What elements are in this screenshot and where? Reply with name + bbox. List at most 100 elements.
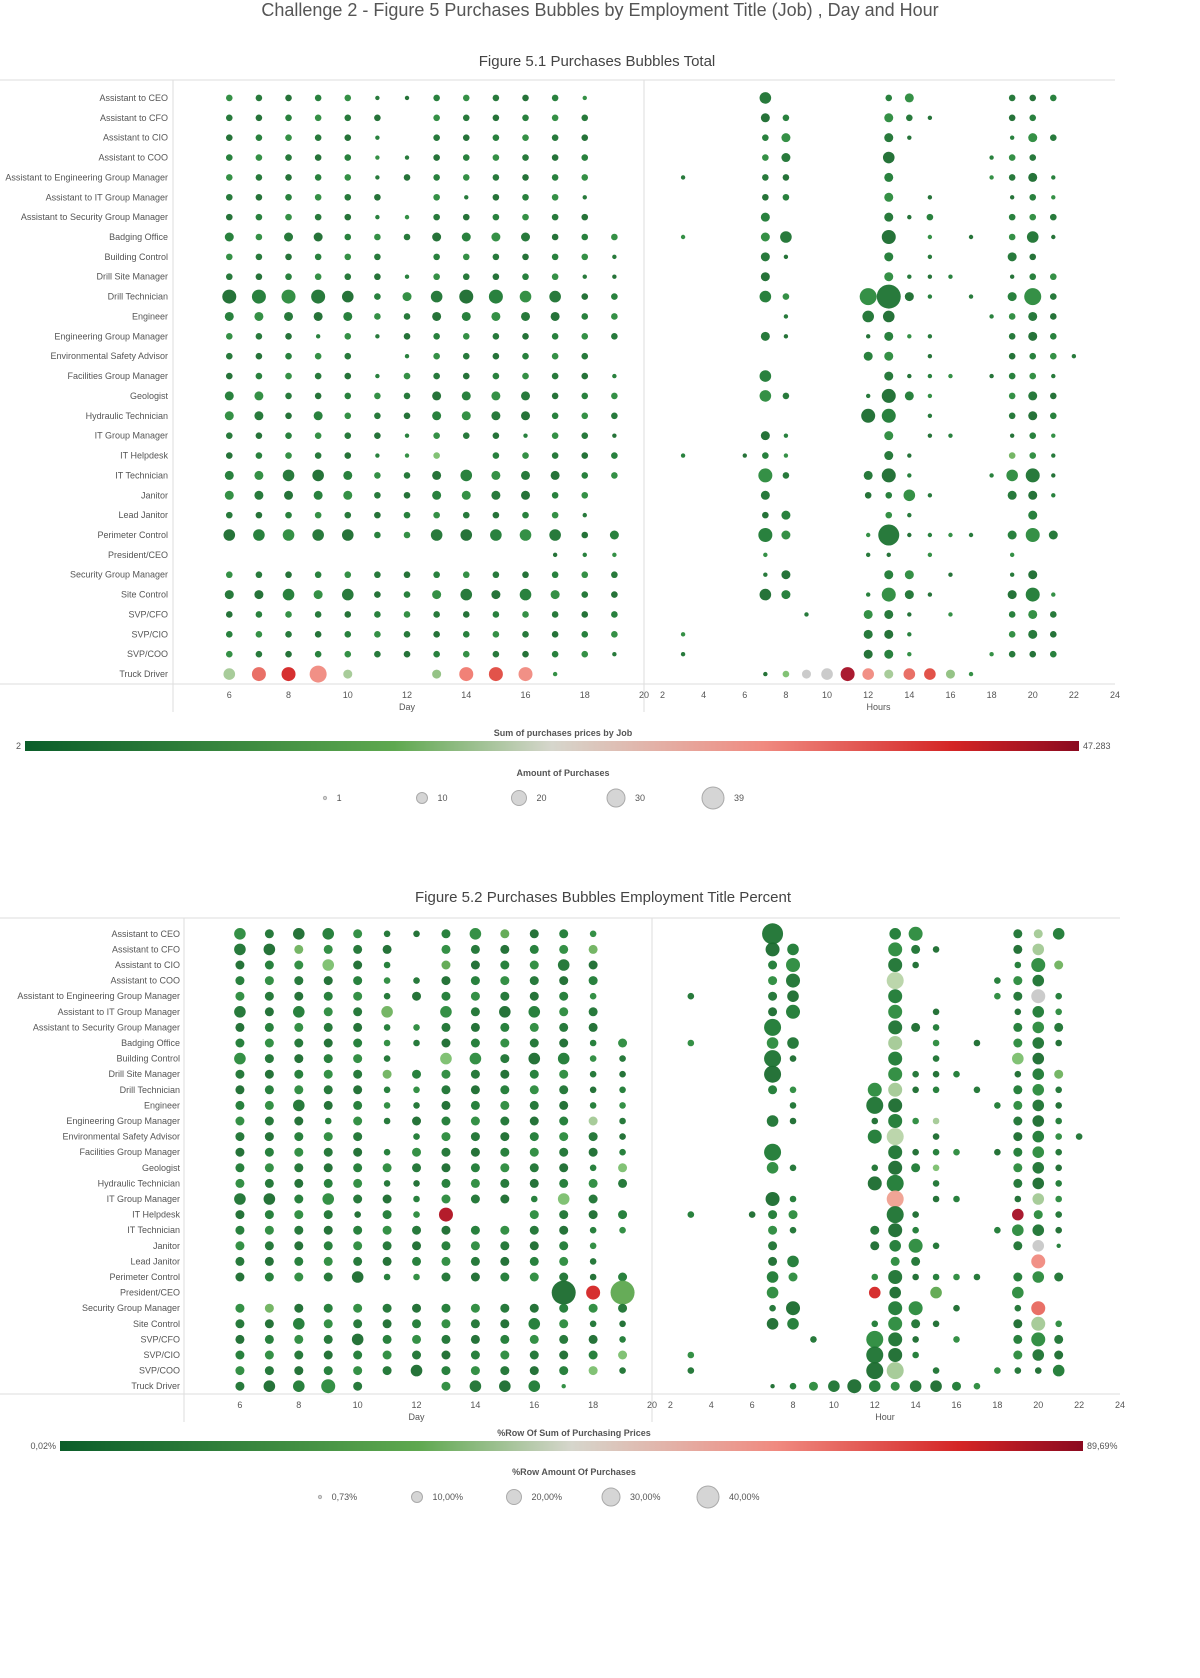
hour-bubble xyxy=(927,234,933,240)
day-bubble xyxy=(321,1379,336,1394)
day-tick-label: 6 xyxy=(227,690,232,700)
day-bubble xyxy=(382,1225,392,1235)
row-label: Assistant to COO xyxy=(110,976,180,986)
day-bubble xyxy=(581,631,589,638)
hour-bubble xyxy=(871,1273,879,1281)
day-tick-label: 10 xyxy=(343,690,353,700)
hour-bubble xyxy=(863,609,873,619)
day-bubble xyxy=(382,944,392,954)
day-bubble xyxy=(285,114,292,122)
day-bubble xyxy=(581,352,589,360)
day-bubble xyxy=(619,1055,626,1062)
day-bubble xyxy=(461,232,471,242)
hour-bubble xyxy=(1032,1021,1045,1034)
hour-bubble xyxy=(927,413,933,418)
hour-bubble xyxy=(1014,1008,1022,1016)
day-bubble xyxy=(223,529,236,541)
chart-title: Figure 5.2 Purchases Bubbles Employment … xyxy=(415,889,792,906)
day-bubble xyxy=(382,1319,392,1329)
day-bubble xyxy=(235,991,245,1001)
day-bubble xyxy=(500,1038,510,1048)
row-label: Assistant to CEO xyxy=(111,929,180,939)
day-bubble xyxy=(264,1319,274,1329)
day-bubble xyxy=(589,1242,597,1250)
day-bubble xyxy=(619,1070,626,1078)
day-bubble xyxy=(470,1116,480,1126)
day-bubble xyxy=(557,1052,570,1065)
day-bubble xyxy=(529,1069,539,1079)
day-bubble xyxy=(374,233,381,241)
hour-bubble xyxy=(904,570,914,580)
day-bubble xyxy=(499,1006,511,1018)
day-bubble xyxy=(462,114,470,122)
day-bubble xyxy=(294,1147,304,1157)
day-bubble xyxy=(470,1334,480,1344)
hour-bubble xyxy=(781,133,791,143)
day-bubble xyxy=(344,154,352,161)
day-bubble xyxy=(382,1334,392,1344)
hour-bubble xyxy=(1013,1241,1023,1251)
day-bubble xyxy=(559,1022,569,1032)
day-bubble xyxy=(529,1132,539,1142)
hour-bubble xyxy=(886,1128,904,1146)
day-bubble xyxy=(559,1225,569,1235)
hour-bubble xyxy=(912,1086,919,1094)
day-bubble xyxy=(413,977,420,984)
day-bubble xyxy=(612,552,617,558)
hour-bubble xyxy=(884,212,894,222)
day-bubble xyxy=(375,373,380,379)
day-bubble xyxy=(410,1364,423,1377)
day-bubble xyxy=(264,1007,274,1017)
day-tick-label: 16 xyxy=(529,1400,539,1410)
day-bubble xyxy=(462,253,470,261)
hour-bubble xyxy=(1049,412,1057,420)
day-bubble xyxy=(470,1303,480,1313)
day-bubble xyxy=(433,273,440,281)
day-bubble xyxy=(223,668,236,680)
day-bubble xyxy=(462,154,470,161)
day-bubble xyxy=(225,650,233,658)
day-bubble xyxy=(432,232,442,242)
day-bubble xyxy=(314,372,322,380)
day-bubble xyxy=(382,1210,392,1220)
day-bubble xyxy=(559,1350,569,1360)
hour-bubble xyxy=(783,433,789,438)
hour-bubble xyxy=(888,1082,903,1097)
hour-bubble xyxy=(1051,433,1056,438)
day-bubble xyxy=(433,432,440,439)
hour-bubble xyxy=(1031,1316,1046,1331)
hour-bubble xyxy=(1012,1208,1024,1221)
hour-bubble xyxy=(1008,313,1016,320)
hour-bubble xyxy=(1029,94,1037,102)
hour-bubble xyxy=(763,572,768,577)
day-bubble xyxy=(469,1380,482,1392)
hour-bubble xyxy=(1008,352,1016,360)
color-legend-max: 47.283 xyxy=(1083,741,1111,751)
day-bubble xyxy=(383,930,391,938)
day-bubble xyxy=(433,134,440,141)
hour-bubble xyxy=(1049,333,1057,340)
day-bubble xyxy=(255,452,263,459)
day-bubble xyxy=(225,372,233,380)
day-bubble xyxy=(469,928,482,940)
row-label: Truck Driver xyxy=(131,1381,180,1391)
day-bubble xyxy=(470,1178,480,1188)
day-bubble xyxy=(588,960,598,970)
day-bubble xyxy=(264,1241,274,1251)
day-bubble xyxy=(460,469,473,482)
day-bubble xyxy=(254,490,264,500)
day-bubble xyxy=(255,571,263,579)
hour-bubble xyxy=(952,1381,962,1391)
hour-bubble xyxy=(789,1055,797,1062)
hour-bubble xyxy=(932,1242,940,1250)
day-bubble xyxy=(470,991,480,1001)
day-bubble xyxy=(255,134,263,141)
day-tick-label: 8 xyxy=(296,1400,301,1410)
day-bubble xyxy=(344,114,352,122)
day-bubble xyxy=(470,1319,480,1329)
hour-bubble xyxy=(1032,1177,1045,1190)
day-bubble xyxy=(285,134,292,141)
hour-bubble xyxy=(867,1082,882,1097)
day-bubble xyxy=(492,273,500,281)
day-bubble xyxy=(611,611,618,618)
